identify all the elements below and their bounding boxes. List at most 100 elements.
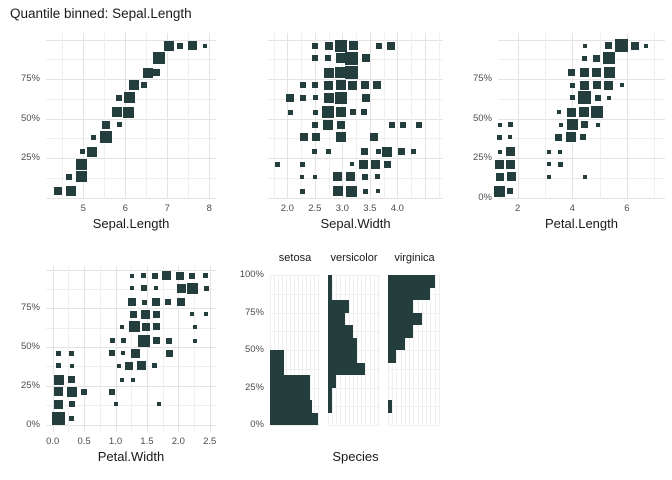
y-gridline-minor (46, 405, 216, 407)
data-square (176, 42, 183, 49)
histogram-bar (328, 387, 333, 400)
y-gridline-minor (268, 98, 443, 100)
x-axis-tick-label: 2 (515, 203, 521, 214)
data-square (202, 273, 208, 279)
data-square (204, 285, 210, 291)
y-gridline-major (46, 158, 216, 159)
data-square (579, 107, 590, 118)
data-square (558, 122, 563, 127)
y-gridline-major (498, 118, 665, 120)
data-square (300, 82, 307, 89)
data-square (75, 171, 87, 183)
data-square (68, 376, 76, 384)
x-gridline-major (115, 266, 117, 432)
data-square (596, 122, 601, 127)
y-gridline-major (46, 385, 216, 387)
data-square (577, 91, 591, 105)
y-gridline-major (498, 79, 665, 80)
y-axis-tick-label: 0% (478, 191, 492, 203)
data-square (203, 43, 208, 48)
data-square (361, 148, 369, 156)
data-square (360, 81, 369, 90)
data-square (131, 348, 141, 358)
data-square (192, 324, 197, 329)
data-square (595, 94, 602, 101)
y-gridline-minor (268, 177, 443, 179)
data-square (346, 172, 356, 182)
y-gridline-major (268, 79, 443, 80)
data-square (275, 161, 281, 167)
data-square (323, 67, 334, 78)
y-gridline-major (498, 197, 665, 199)
pct-gridline (270, 312, 320, 314)
x-gridline-minor (356, 33, 358, 199)
x-axis-tick-label: 5 (80, 203, 86, 214)
histogram-bar (388, 325, 414, 338)
data-square (312, 174, 317, 179)
data-square (119, 377, 124, 382)
data-square (335, 39, 348, 52)
data-square (388, 121, 395, 128)
data-square (566, 119, 578, 131)
data-square (583, 43, 588, 48)
data-square (130, 273, 135, 278)
x-gridline-major (626, 33, 628, 199)
x-axis-title-species: Species (332, 449, 379, 464)
data-square (614, 39, 628, 53)
histogram-bar (328, 275, 333, 288)
x-axis-tick-label: 3.5 (363, 203, 377, 214)
data-square (361, 93, 370, 102)
data-square (345, 185, 357, 197)
data-square (312, 82, 319, 89)
data-square (152, 272, 159, 279)
histogram-bar (270, 387, 310, 400)
data-square (116, 363, 121, 368)
pct-gridline (388, 406, 441, 408)
x-gridline-minor (99, 266, 101, 432)
y-axis-tick-label: 0% (26, 418, 40, 430)
data-square (324, 80, 334, 90)
data-square (192, 338, 197, 343)
data-square (116, 94, 122, 101)
y-axis-tick-label: 25% (472, 152, 492, 163)
histogram-bar (388, 312, 422, 325)
x-axis-title-petal-length: Petal.Length (544, 216, 618, 231)
y-axis-tick-label: 75% (20, 73, 40, 84)
x-gridline-minor (438, 33, 440, 199)
facet-label-setosa: setosa (278, 252, 312, 264)
histogram-bar (388, 350, 397, 363)
y-axis-tick-label: 50% (472, 112, 492, 124)
data-square (411, 149, 417, 155)
data-square (335, 67, 347, 79)
data-square (151, 298, 160, 307)
histogram-bar (328, 350, 358, 363)
data-square (349, 109, 356, 116)
histogram-bar (328, 362, 366, 375)
x-gridline-minor (68, 266, 70, 432)
data-square (176, 271, 185, 280)
data-square (362, 188, 368, 194)
data-square (124, 92, 135, 104)
data-square (581, 55, 587, 61)
y-gridline-major (268, 158, 443, 159)
data-square (153, 286, 158, 291)
y-gridline-major (46, 39, 216, 41)
data-square (556, 110, 561, 115)
data-square (361, 54, 370, 63)
data-square (335, 80, 346, 91)
data-square (152, 310, 160, 318)
data-square (579, 80, 589, 90)
y-gridline-major (268, 39, 443, 41)
y-axis-tick-label: 50% (244, 344, 264, 355)
x-gridline-major (397, 33, 399, 199)
histogram-bar (328, 337, 358, 350)
pct-gridline (270, 350, 320, 351)
y-gridline-major (46, 424, 216, 426)
data-square (141, 299, 147, 305)
data-square (53, 374, 64, 385)
data-square (312, 95, 318, 101)
data-square (116, 122, 122, 128)
data-square (370, 133, 379, 142)
data-square (334, 91, 347, 104)
x-gridline-minor (545, 33, 546, 199)
